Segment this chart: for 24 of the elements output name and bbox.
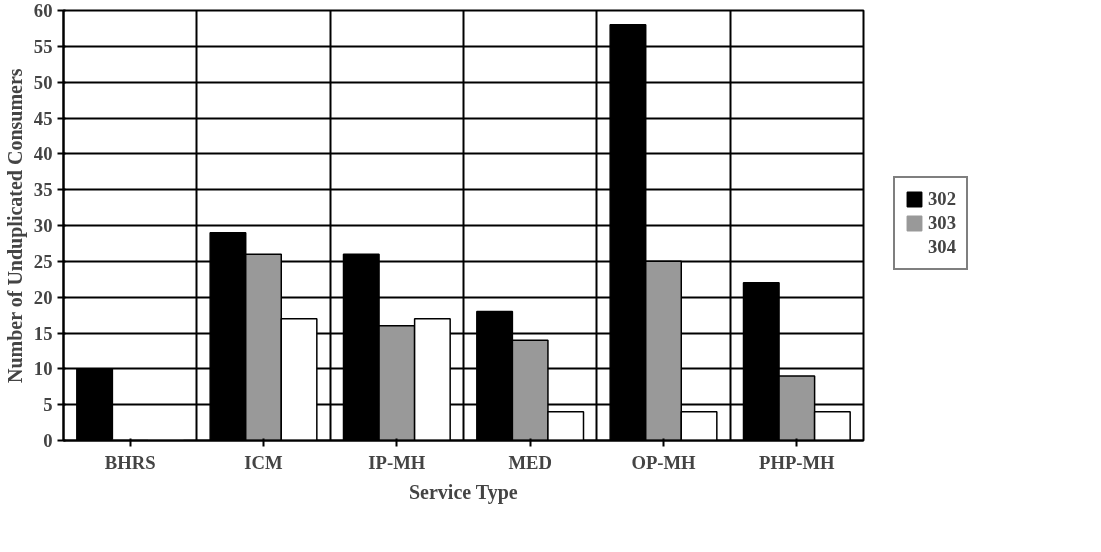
x-tick-label: OP-MH	[631, 451, 697, 473]
x-tick-label: IP-MH	[368, 451, 426, 473]
y-tick-label: 55	[33, 35, 53, 57]
y-tick-label: 30	[33, 215, 53, 236]
x-tick-label: MED	[508, 451, 552, 473]
y-tick-label: 10	[33, 358, 53, 380]
y-axis-title: Number of Unduplicated Consumers	[3, 68, 27, 384]
y-tick-label: 40	[33, 143, 53, 165]
x-axis-title: Service Type	[408, 480, 518, 504]
y-tick-label: 45	[33, 107, 53, 129]
y-tick-label: 35	[33, 179, 53, 201]
y-tick-label: 60	[33, 0, 53, 21]
y-tick-label: 20	[33, 286, 53, 308]
x-tick-label: ICM	[244, 451, 284, 473]
y-tick-label: 15	[33, 322, 53, 344]
x-tick-label: PHP-MH	[759, 451, 836, 473]
y-tick-label: 0	[43, 430, 53, 451]
y-tick-label: 25	[33, 250, 53, 272]
legend-label: 303	[928, 212, 956, 234]
y-tick-label: 5	[43, 394, 53, 416]
x-tick-label: BHRS	[104, 451, 156, 473]
legend-label: 302	[928, 188, 956, 210]
y-tick-label: 50	[33, 71, 53, 93]
text: 304	[928, 236, 956, 258]
